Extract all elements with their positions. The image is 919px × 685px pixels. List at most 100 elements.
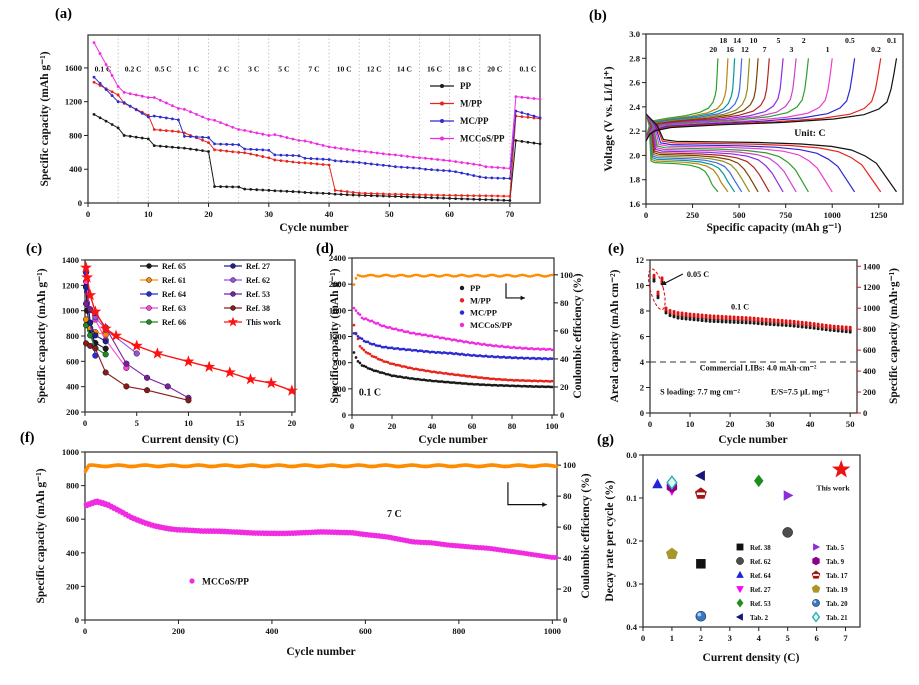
rate-label: 3: [789, 45, 793, 54]
x-tick-label: 0: [641, 633, 645, 643]
annotation: S loading: 7.7 mg cm⁻²: [660, 387, 740, 396]
legend-label: Ref. 38: [750, 545, 771, 552]
rate-label: 0.2 C: [125, 64, 142, 73]
rate-label: 0.1 C: [520, 64, 537, 73]
rate-label: 10 C: [337, 64, 352, 73]
panel-letter-a: (a): [55, 6, 72, 22]
x-tick-label: 250: [686, 210, 699, 220]
right-tick-label: 100: [563, 460, 576, 470]
panel-charge-discharge-profiles: 0 250 500 750 1000 1250 1.6 1.8 2.0 2.2 2.4 2.6 2.8 3…: [603, 29, 904, 234]
y-tick-label: 0: [342, 410, 346, 420]
y-tick-label: 0.0: [626, 450, 637, 460]
legend-label: Tab. 20: [826, 601, 848, 608]
legend-label: Ref. 53: [246, 290, 270, 299]
y-tick-label: 800: [69, 130, 82, 140]
x-tick-label: 0: [86, 209, 90, 219]
point-Tab. 21: [666, 475, 678, 490]
x-tick-label: 5: [786, 633, 790, 643]
x-tick-label: 400: [265, 626, 278, 636]
rate-label: 16: [726, 45, 734, 54]
x-tick-label: 0: [648, 419, 652, 429]
x-tick-label: 10: [144, 209, 153, 219]
rate-label: 18 C: [457, 64, 472, 73]
right-axis-title: Coulombic efficiency (%): [572, 273, 584, 398]
series-MC/PP: [352, 331, 554, 361]
x-tick-label: 40: [806, 419, 815, 429]
right-tick-label: 40: [560, 354, 569, 364]
rate-label: 2: [802, 36, 806, 45]
y-tick-label: 2.0: [629, 150, 640, 160]
panel-rate-comparison-references: 0 5 10 15 20 200 400 600 800 1000 1200 1400 Current …: [36, 255, 298, 446]
x-tick-label: 200: [172, 626, 185, 636]
y-tick-label: 2.2: [629, 126, 640, 136]
x-axis-title: Current density (C): [142, 434, 239, 446]
y-tick-label: 600: [66, 356, 79, 366]
legend-label: Tab. 5: [826, 545, 845, 552]
legend-label: MCCoS/PP: [202, 578, 249, 588]
y-tick-label: 200: [66, 581, 79, 591]
x-tick-label: 50: [846, 419, 855, 429]
right-tick-label: 1000: [863, 303, 880, 313]
legend-label: Ref. 63: [162, 304, 186, 313]
y-tick-label: 1.6: [629, 199, 640, 209]
y-tick-label: 2.4: [629, 102, 640, 112]
right-tick-label: 80: [563, 491, 572, 501]
y-tick-label: 800: [333, 358, 346, 368]
x-axis-title: Specific capacity (mAh g⁻¹): [706, 222, 841, 234]
y-tick-label: 0: [78, 198, 82, 208]
x-tick-label: 1: [670, 633, 674, 643]
rate-label: 0.2: [871, 45, 881, 54]
annotation: Unit: C: [794, 128, 825, 139]
y-tick-label: 2000: [329, 279, 346, 289]
legend-label: MC/PP: [470, 308, 497, 318]
reference-label: Commercial LIBs: 4.0 mAh·cm⁻²: [700, 363, 817, 372]
legend-label: This work: [246, 318, 281, 327]
right-tick-label: 800: [863, 324, 876, 334]
y-tick-label: 12: [635, 255, 644, 265]
right-axis-title: Coulombic efficiency (%): [580, 473, 592, 598]
x-tick-label: 1000: [824, 210, 841, 220]
y-tick-label: 400: [333, 384, 346, 394]
rate-label: 20 C: [487, 64, 502, 73]
x-tick-label: 7: [843, 633, 848, 643]
right-axis-title: Specific capacity (mAh·g⁻¹): [888, 268, 900, 404]
highlight-ellipse: [647, 268, 666, 311]
legend-label: Ref. 64: [750, 573, 771, 580]
legend-label: Ref. 65: [162, 262, 186, 271]
annotation: This work: [817, 483, 851, 492]
ce-arrow: [505, 283, 525, 299]
rate-label: 18: [719, 36, 727, 45]
legend-label: PP: [460, 81, 471, 91]
x-tick-label: 4: [757, 633, 762, 643]
annotation: 0.1 C: [731, 303, 749, 312]
point-Tab. 19: [666, 547, 678, 559]
series-PP: [352, 351, 554, 389]
rate-label: 14 C: [397, 64, 412, 73]
rate-label: 0.1: [887, 36, 897, 45]
y-tick-label: 200: [66, 407, 79, 417]
point-Ref. 53: [754, 474, 764, 488]
x-axis-title: Cycle number: [418, 434, 487, 446]
right-tick-label: 0: [863, 408, 867, 418]
x-tick-label: 60: [445, 209, 454, 219]
y-tick-label: 0.4: [626, 622, 637, 632]
series-coulombic-efficiency: [83, 463, 559, 474]
x-tick-label: 10: [686, 419, 695, 429]
x-tick-label: 50: [385, 209, 394, 219]
rate-curve-0.5C: [645, 58, 856, 193]
right-tick-label: 100: [560, 270, 573, 280]
series-MCCoS/PP: [92, 41, 542, 170]
x-axis-title: Cycle number: [286, 646, 355, 658]
y-axis-title: Specific capacity (mAh g⁻¹): [39, 51, 51, 186]
panel-cycling-performance-01C: 0 20 40 60 80 1000400800120016002000240002040…: [329, 253, 584, 446]
rate-label: 7 C: [308, 64, 319, 73]
y-tick-label: 800: [66, 331, 79, 341]
panel-decay-rate-comparison: 0 1 2 3 4 5 6 7 0.0 0.1 0.2 0.3 0.4 Current density (…: [604, 450, 861, 664]
x-tick-label: 600: [359, 626, 372, 636]
panel-letter-f: (f): [20, 430, 35, 446]
rate-label: 14: [733, 36, 741, 45]
right-tick-label: 400: [863, 366, 876, 376]
panel-areal-capacity-cycling: 0 10 20 30 40 50 0 2 4 6 8 10 12 0 200 400 600 800 1000 120…: [609, 255, 900, 446]
x-tick-label: 500: [733, 210, 746, 220]
